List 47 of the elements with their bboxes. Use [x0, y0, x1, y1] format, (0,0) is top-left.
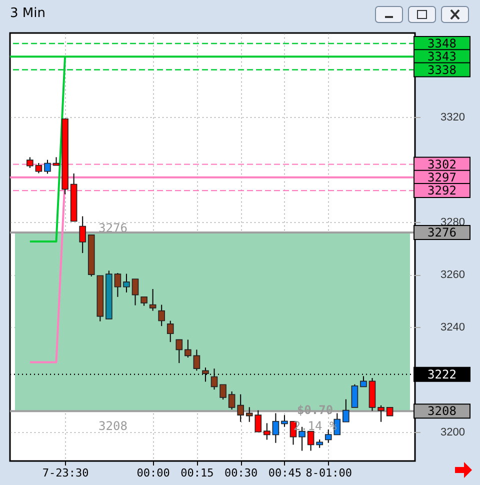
annotation: 3208 [98, 419, 128, 433]
candlestick [351, 384, 358, 408]
candlestick [35, 162, 42, 174]
x-tick-label: 00:45 [268, 466, 302, 480]
x-tick-label: 7-23:30 [42, 466, 89, 480]
x-tick-label: 00:30 [224, 466, 258, 480]
x-tick-label: 00:00 [136, 466, 170, 480]
candlestick [360, 376, 367, 388]
ref-line-label: 3302 [428, 157, 456, 172]
candlestick [220, 384, 226, 400]
candlestick [149, 288, 156, 312]
ref-line-label: 3292 [428, 184, 456, 198]
y-tick-label: 3200 [440, 426, 465, 439]
candlestick [210, 368, 218, 390]
candlestick [272, 412, 280, 444]
candlestick [307, 430, 314, 452]
candlestick [132, 278, 139, 306]
candlestick [158, 304, 165, 327]
candlestick [342, 398, 350, 422]
candlestick [237, 394, 244, 422]
candlestick [176, 338, 183, 364]
candlestick [228, 390, 236, 410]
ref-line-label: 3297 [428, 170, 456, 184]
candlestick [79, 216, 86, 254]
x-tick-label: 00:15 [180, 466, 214, 480]
ref-line-label: 3222 [428, 367, 456, 382]
x-tick-label: 8-01:00 [306, 466, 352, 480]
candlestick [26, 156, 34, 168]
candlestick [193, 349, 200, 372]
candlestick [264, 422, 270, 440]
candlestick [184, 339, 192, 358]
chart-title: 3 Min [10, 6, 46, 21]
candlestick [378, 404, 384, 422]
annotation: 3276 [98, 221, 128, 235]
ref-line-label: 3343 [428, 50, 456, 64]
ref-line-label: 3276 [428, 226, 456, 240]
candlestick [44, 159, 51, 174]
ref-line-label: 3338 [428, 62, 456, 77]
candlestick [123, 273, 130, 293]
candlestick [281, 414, 288, 428]
candlestick [166, 320, 174, 343]
ref-line-label: 3348 [428, 36, 456, 51]
ref-line-label: 3208 [428, 404, 456, 418]
y-tick-label: 3320 [440, 112, 465, 124]
y-tick-label: 3260 [440, 269, 465, 282]
y-tick-label: 3240 [440, 322, 465, 334]
candlestick [114, 272, 122, 298]
